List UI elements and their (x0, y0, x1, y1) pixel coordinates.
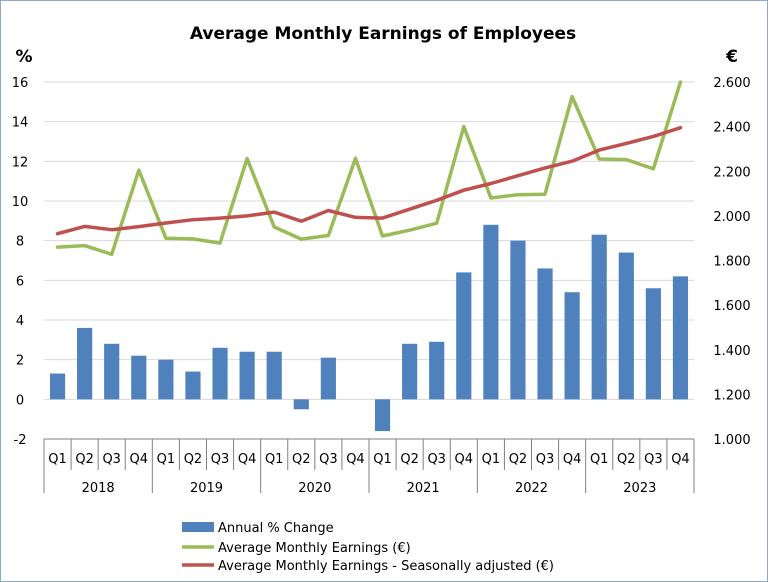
right-tick-label: 2.600 (713, 76, 750, 91)
right-tick-label: 1.000 (713, 433, 750, 448)
bar-annual-change (239, 351, 255, 400)
quarter-label: Q1 (265, 452, 284, 467)
right-tick-label: 2.000 (713, 210, 750, 225)
bar-annual-change (266, 351, 282, 400)
quarter-label: Q1 (590, 452, 609, 467)
bar-annual-change (537, 268, 553, 400)
quarter-label: Q1 (48, 452, 67, 467)
left-tick-label: 4 (16, 314, 24, 329)
quarter-label: Q4 (238, 452, 257, 467)
bar-annual-change (293, 399, 309, 410)
bar-annual-change (672, 276, 689, 400)
quarter-label: Q3 (319, 452, 338, 467)
bar-annual-change (158, 359, 174, 400)
left-tick-label: 14 (12, 116, 29, 131)
bar-annual-change (320, 357, 336, 400)
bar-annual-change (510, 240, 526, 400)
bar-annual-change (49, 373, 66, 400)
legend-label: Annual % Change (218, 521, 334, 536)
quarter-label: Q2 (184, 452, 203, 467)
bar-annual-change (374, 399, 391, 432)
quarter-label: Q4 (671, 452, 690, 467)
left-tick-label: 6 (16, 274, 24, 289)
left-tick-label: 10 (12, 195, 29, 210)
quarter-label: Q2 (292, 452, 311, 467)
quarter-label: Q3 (427, 452, 446, 467)
left-tick-label: 16 (12, 76, 29, 91)
quarter-label: Q1 (482, 452, 501, 467)
quarter-label: Q2 (400, 452, 419, 467)
quarter-label: Q3 (536, 452, 555, 467)
right-tick-label: 1.400 (713, 344, 750, 359)
quarter-label: Q3 (211, 452, 230, 467)
bar-annual-change (131, 355, 147, 400)
year-label: 2019 (190, 481, 223, 496)
year-label: 2023 (623, 481, 656, 496)
legend-swatch-bar (182, 522, 214, 532)
legend-label: Average Monthly Earnings - Seasonally ad… (218, 559, 554, 574)
left-tick-label: 0 (16, 393, 24, 408)
left-axis-unit: % (15, 47, 32, 67)
year-label: 2021 (407, 481, 440, 496)
year-label: 2020 (298, 481, 331, 496)
quarter-label: Q4 (455, 452, 474, 467)
quarter-label: Q3 (644, 452, 663, 467)
legend: Annual % Change Average Monthly Earnings … (182, 521, 554, 574)
year-label: 2018 (82, 481, 115, 496)
quarter-label: Q1 (373, 452, 392, 467)
bar-series (49, 224, 689, 432)
quarter-label: Q4 (346, 452, 365, 467)
line-seasonally-adjusted (55, 125, 683, 236)
right-tick-label: 1.200 (713, 388, 750, 403)
left-tick-label: 8 (16, 235, 24, 250)
right-tick-label: 2.200 (713, 165, 750, 180)
bar-annual-change (77, 327, 93, 400)
right-tick-label: 1.800 (713, 255, 750, 270)
quarter-label: Q2 (75, 452, 94, 467)
legend-label: Average Monthly Earnings (€) (218, 541, 411, 556)
bar-annual-change (645, 288, 661, 400)
quarter-label: Q1 (157, 452, 176, 467)
quarter-label: Q3 (102, 452, 121, 467)
bar-annual-change (483, 224, 499, 400)
bar-annual-change (564, 292, 580, 400)
chart-title: Average Monthly Earnings of Employees (190, 24, 576, 44)
bar-annual-change (429, 341, 445, 400)
bar-annual-change (185, 371, 201, 400)
left-tick-label: 12 (12, 155, 29, 170)
line-series (55, 80, 683, 257)
axes: -2 0 2 4 6 8 10 12 14 16 1.000 1.200 1.400 1.600 1.800… (12, 76, 751, 496)
quarter-label: Q2 (509, 452, 528, 467)
quarter-label: Q2 (617, 452, 636, 467)
left-tick-label: -2 (14, 433, 27, 448)
bar-annual-change (402, 343, 418, 400)
bar-annual-change (618, 252, 634, 400)
bar-annual-change (591, 234, 607, 400)
bar-annual-change (212, 347, 228, 400)
quarter-label: Q4 (563, 452, 582, 467)
right-axis-unit: € (725, 47, 738, 67)
year-label: 2022 (515, 481, 548, 496)
left-tick-label: 2 (16, 354, 24, 369)
line-average-earnings (55, 80, 683, 257)
bar-annual-change (456, 272, 472, 400)
bar-annual-change (104, 343, 120, 400)
right-tick-label: 1.600 (713, 299, 750, 314)
quarter-label: Q4 (130, 452, 149, 467)
right-tick-label: 2.400 (713, 121, 750, 136)
